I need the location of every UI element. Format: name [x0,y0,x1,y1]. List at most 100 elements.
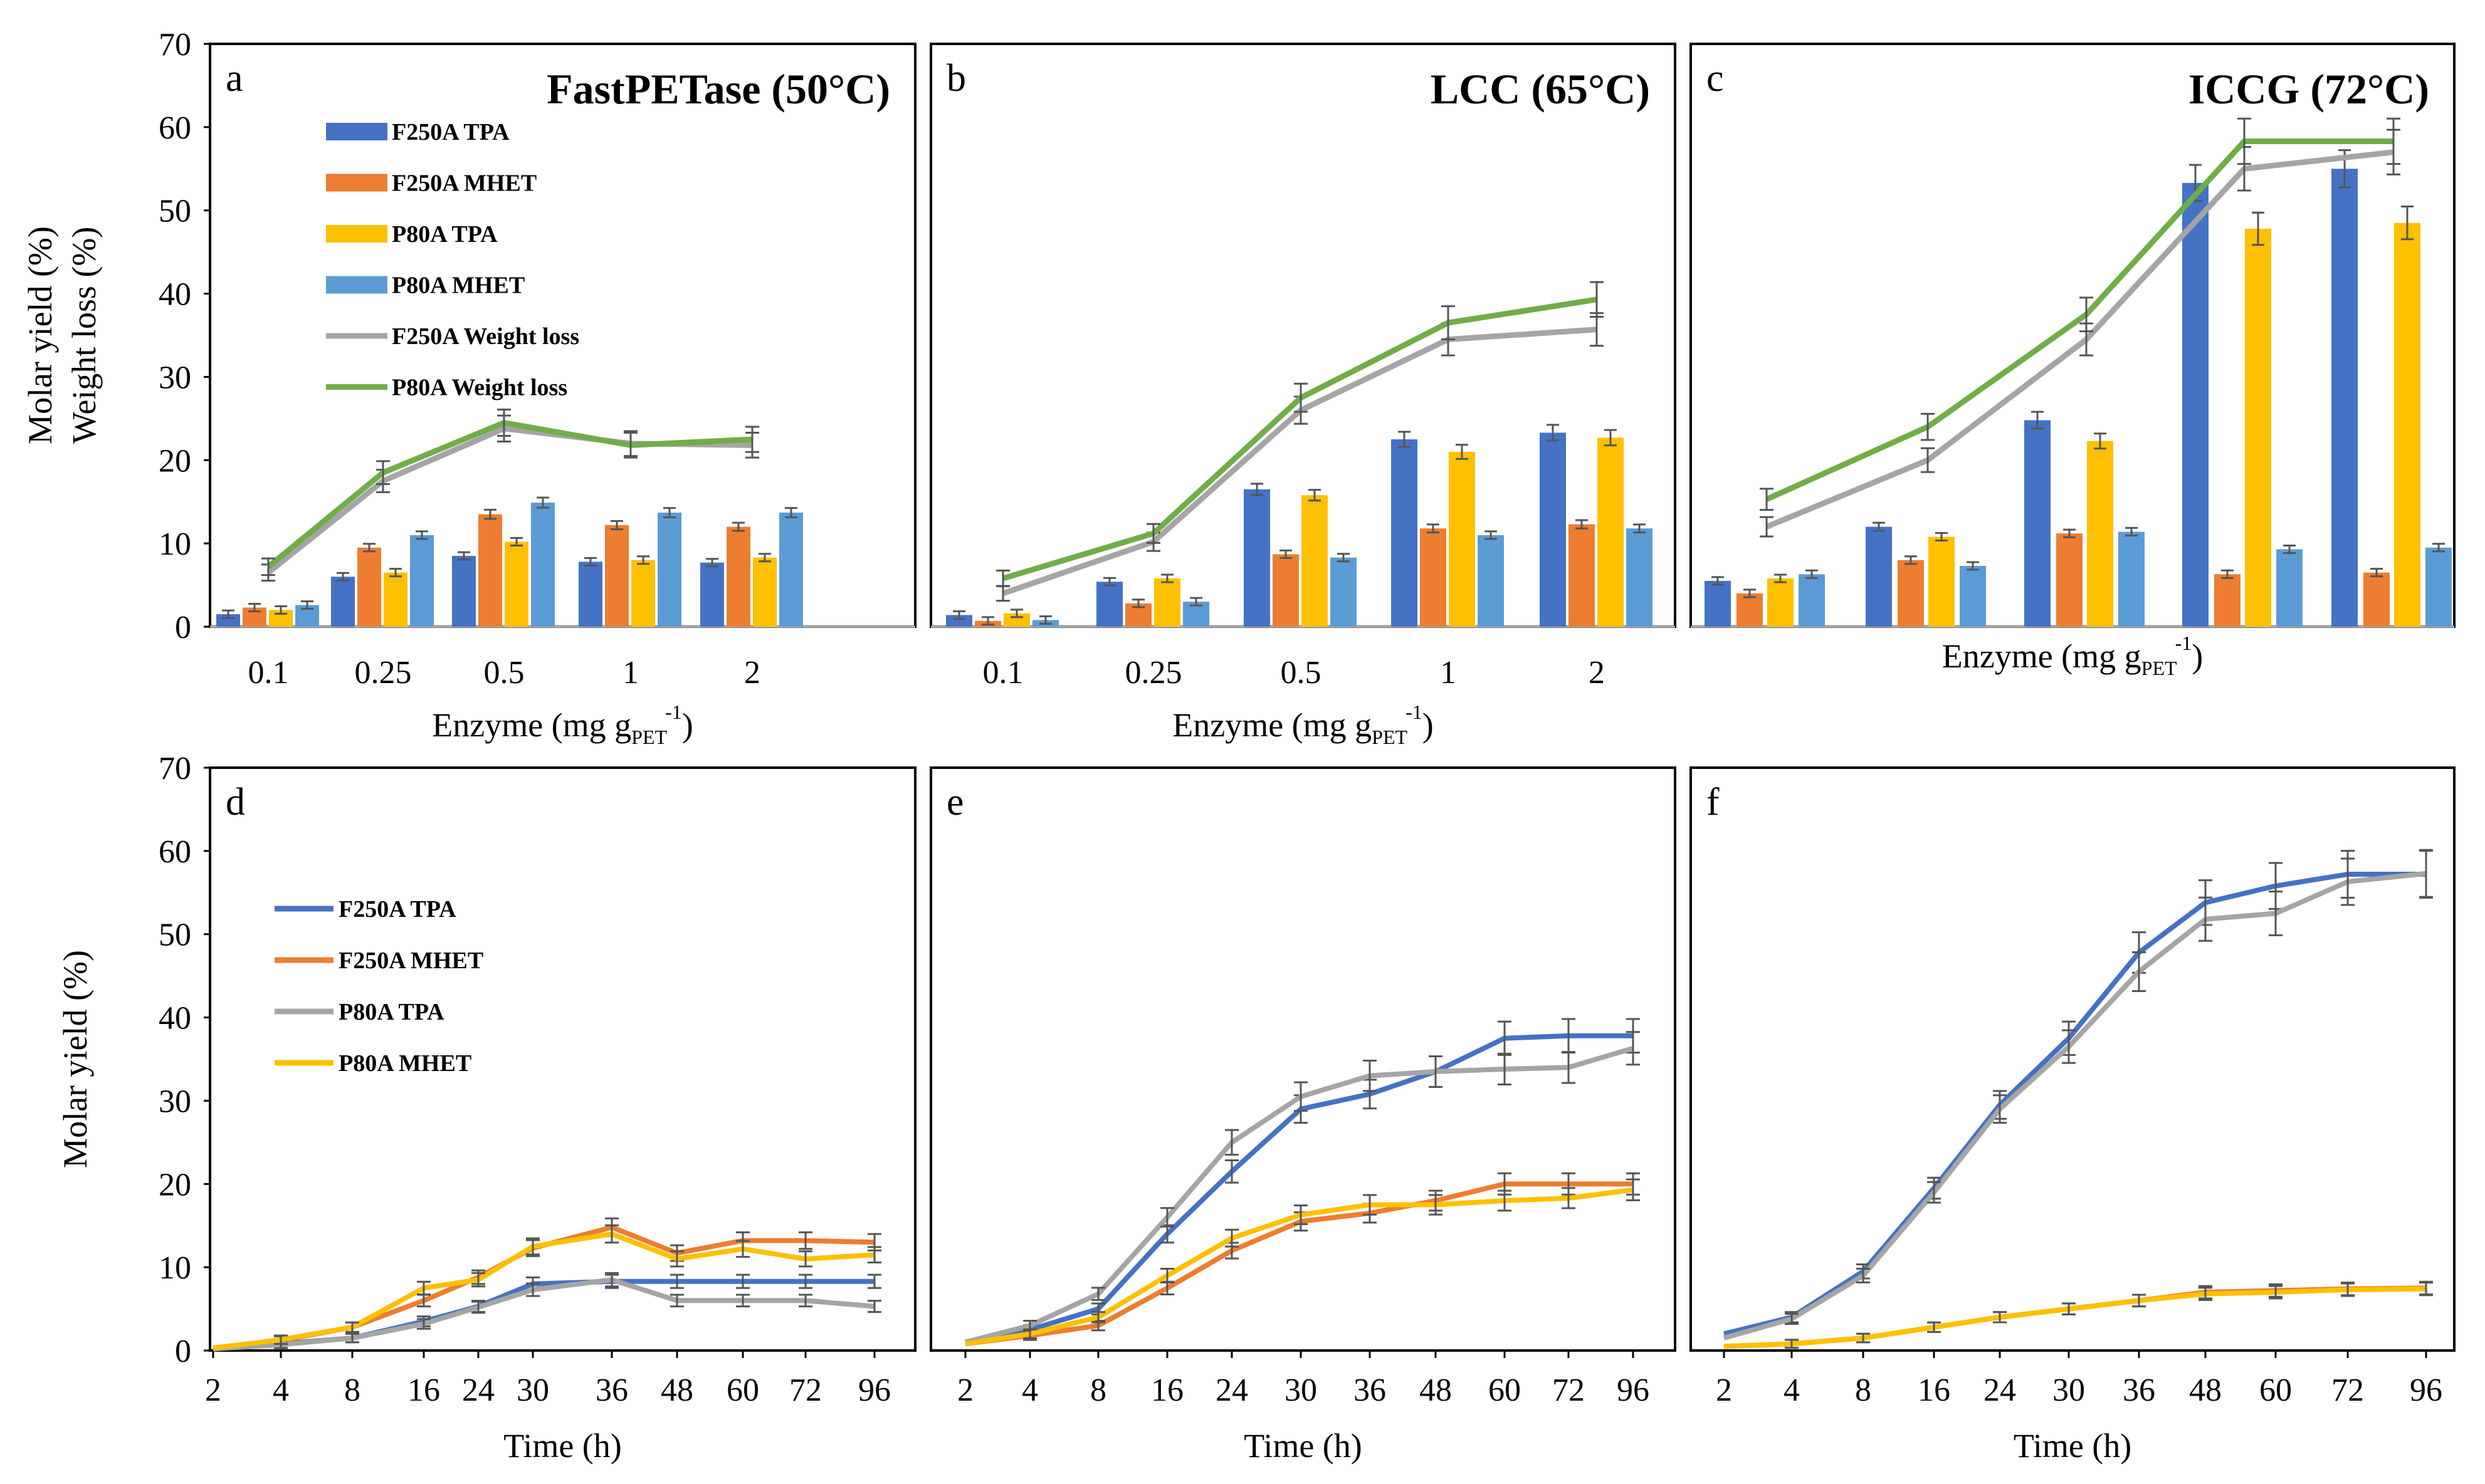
bar [700,562,724,627]
y-axis-title-bottom: Molar yield (%) [56,950,94,1168]
bar [658,512,681,627]
x-tick-label: 48 [661,1372,693,1408]
x-tick-label: 30 [1285,1372,1317,1408]
x-tick-label: 2 [1589,655,1605,691]
bar [357,547,381,627]
bar [631,560,655,627]
y-tick-label: 0 [175,610,191,645]
bar-series [1032,523,1652,627]
x-tick-label: 1 [1440,655,1456,691]
legend-top: F250A TPA F250A MHET P80A TPA P80A MHET F250… [326,119,579,401]
panel-title: LCC (65°C) [1431,65,1650,113]
x-tick-label: 16 [1918,1372,1950,1408]
x-tick-label: 72 [789,1372,822,1408]
bar [579,562,602,627]
bar-series [216,551,724,627]
panel-b: 0.1 0.25 0.5 1 2 Enzyme (mg gPET-1) b LCC (65°C… [930,43,1676,748]
bar-series [1705,149,2358,627]
x-tick-label: 8 [1855,1372,1871,1408]
bar [1626,528,1652,627]
y-tick-label: 60 [159,834,191,870]
bar [2394,222,2420,627]
bar [1004,613,1030,627]
y-tick-label: 70 [159,751,191,786]
x-tick-label: 0.1 [983,655,1024,691]
y-title-molar-yield: Molar yield (%) [21,226,59,444]
x-tick-label: 2 [205,1372,221,1408]
x-tick-label: 36 [1353,1372,1386,1408]
y-tick-label: 20 [159,443,191,479]
x-tick-label: 24 [1983,1372,2016,1408]
x-tick-label: 16 [1151,1372,1184,1408]
bar [1767,578,1794,627]
y-tick-label: 40 [159,277,191,313]
bar [1705,580,1731,627]
legend-bottom: F250A TPA F250A MHET P80A TPA P80A MHET [275,896,483,1077]
bar [1799,574,1825,627]
line-series [261,408,759,577]
bar [1736,593,1763,627]
y-tick-label: 50 [159,917,191,953]
line-series [996,281,1604,588]
y-axis-a: 0 10 20 30 40 50 60 70 [159,27,210,645]
x-tick-label: 24 [462,1372,495,1408]
bar [1449,452,1475,627]
panel-title: FastPETase (50°C) [547,65,890,113]
x-tick-label: 24 [1216,1372,1248,1408]
bar [1244,489,1270,627]
bar [1301,495,1328,627]
legend-label: P80A MHET [339,1050,471,1077]
panel-title: ICCG (72°C) [2188,65,2429,113]
x-axis-title: Enzyme (mg gPET-1) [432,701,693,748]
bar [2245,228,2271,627]
y-tick-label: 40 [159,1001,191,1037]
line-series [213,1224,881,1351]
line-series [1760,117,2400,511]
legend-label: F250A MHET [392,170,537,197]
bar [1866,526,1892,627]
bar [727,526,750,627]
legend-label: P80A TPA [339,999,444,1025]
bar-series [946,424,1566,627]
legend-label: F250A MHET [339,948,483,974]
y-axis-title-top: Molar yield (%) Weight loss (%) [21,226,103,444]
x-tick-label: 72 [1552,1372,1585,1408]
x-tick-label: 48 [1419,1372,1452,1408]
x-tick-label: 0.25 [355,655,412,691]
legend-swatch [326,123,387,140]
line-series [965,1031,1640,1345]
bar [1478,535,1504,627]
x-tick-label: 2 [957,1372,974,1408]
bar-series [1004,429,1624,627]
x-tick-label: 48 [2189,1372,2222,1408]
y-tick-label: 70 [159,27,191,63]
legend-label: F250A TPA [339,896,456,922]
panel-label: c [1706,57,1724,100]
panel-label: f [1706,781,1720,823]
bar [531,503,555,627]
bar [2024,420,2051,627]
x-tick-label: 0.5 [484,655,525,691]
legend-label: P80A MHET [392,273,525,299]
x-axis-title: Enzyme (mg gPET-1) [1172,701,1434,748]
bar [2331,169,2358,627]
line-series [213,1272,881,1352]
bar-series [295,496,803,627]
bar [1420,528,1446,627]
bar [946,615,972,627]
bar-series [975,519,1595,627]
bar [478,514,502,627]
bar [1898,560,1924,627]
x-axis-title: Time (h) [503,1427,622,1465]
x-axis-title: Time (h) [2014,1427,2132,1465]
y-tick-label: 0 [175,1334,191,1369]
bar [1391,439,1417,627]
panel-c: Enzyme (mg gPET-1) c ICCG (72°C) [1689,43,2456,679]
bar [1330,557,1357,627]
bar [2425,547,2452,627]
legend-swatch [326,225,387,243]
y-tick-label: 60 [159,110,191,146]
x-tick-label: 96 [2410,1372,2442,1408]
bar [505,541,528,627]
x-tick-label: 72 [2331,1372,2364,1408]
